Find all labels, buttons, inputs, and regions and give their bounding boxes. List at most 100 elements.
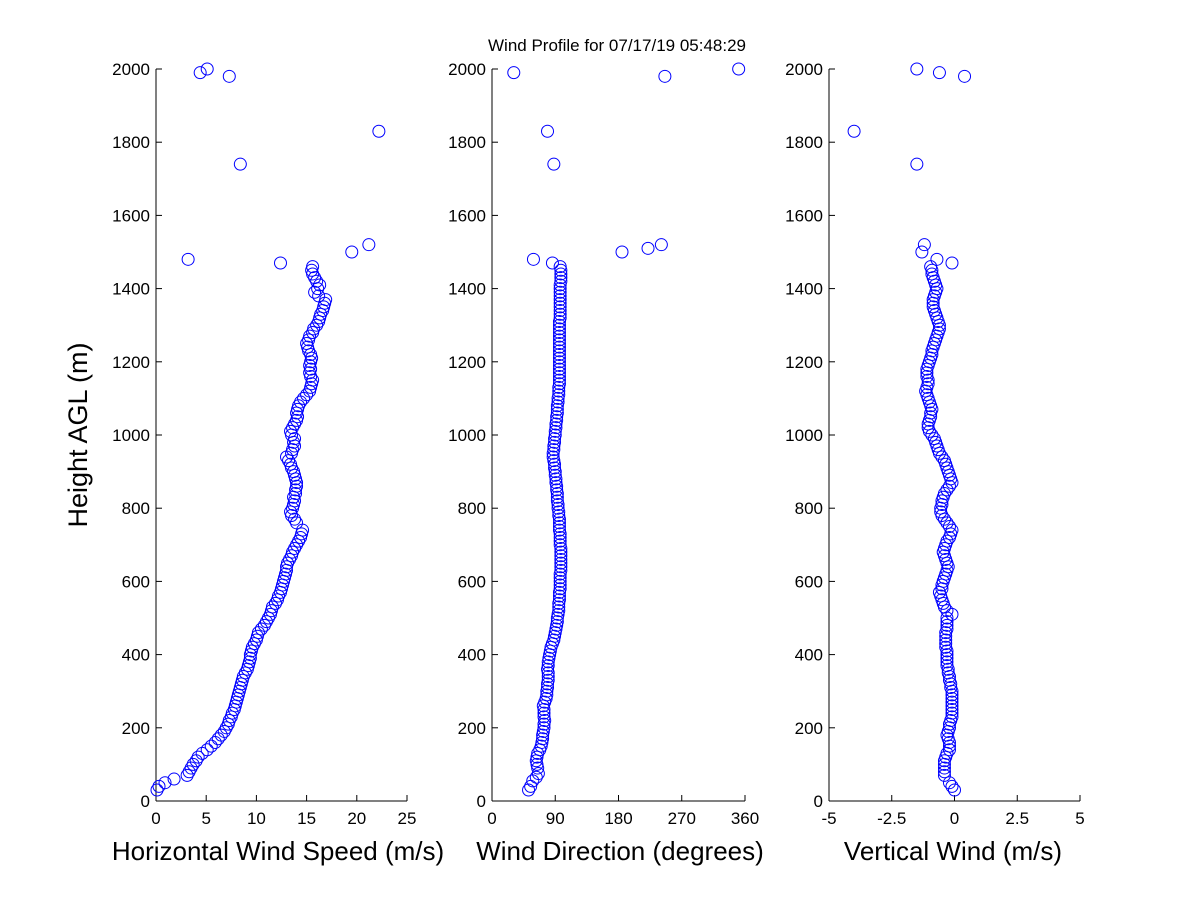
- speed-data-point: [306, 260, 320, 274]
- vertical-wind-data-point: [945, 703, 959, 716]
- vertical-wind-data-point: [944, 681, 958, 695]
- speed-data-point: [286, 421, 300, 435]
- speed-data-point: [290, 538, 304, 552]
- direction-data-point: [552, 362, 566, 376]
- direction-data-point: [548, 461, 562, 475]
- direction-data-point: [553, 311, 567, 325]
- direction-data-point: [552, 509, 566, 523]
- speed-data-point: [158, 776, 172, 790]
- direction-data-point: [550, 406, 564, 420]
- vertical-wind-y-tick-label: 1000: [785, 426, 823, 445]
- direction-data-point: [552, 340, 566, 354]
- speed-data-point: [259, 615, 273, 629]
- direction-y-tick-label: 1800: [448, 133, 486, 152]
- speed-x-tick-label: 15: [297, 809, 316, 828]
- speed-data-point: [303, 329, 317, 343]
- direction-data-point: [553, 293, 567, 307]
- speed-data-point: [288, 541, 302, 555]
- direction-data-point: [550, 490, 564, 504]
- speed-data-point: [245, 640, 259, 654]
- vertical-wind-data-point: [942, 776, 956, 790]
- direction-data-point: [522, 783, 536, 797]
- vertical-wind-data-point: [940, 655, 954, 669]
- speed-data-point: [222, 69, 236, 83]
- direction-x-tick-label: 180: [604, 809, 632, 828]
- speed-y-tick-label: 400: [122, 646, 150, 665]
- speed-x-axis-label: Horizontal Wind Speed (m/s): [112, 836, 444, 866]
- direction-data-point: [541, 670, 555, 684]
- direction-data-point: [553, 582, 567, 596]
- vertical-wind-data-point: [939, 633, 953, 647]
- speed-x-tick-label: 5: [201, 809, 210, 828]
- speed-data-point: [286, 443, 300, 457]
- direction-data-point: [654, 238, 668, 252]
- direction-y-tick-label: 1400: [448, 280, 486, 299]
- speed-data-point: [200, 743, 214, 757]
- speed-y-tick-label: 1800: [112, 133, 150, 152]
- direction-data-point: [552, 318, 566, 332]
- speed-data-point: [191, 750, 205, 764]
- direction-data-point: [553, 534, 567, 548]
- direction-data-point: [552, 388, 566, 402]
- speed-data-point: [362, 238, 376, 252]
- direction-data-point: [552, 523, 566, 537]
- vertical-wind-x-tick-label: -2.5: [877, 809, 906, 828]
- direction-y-tick-label: 400: [458, 646, 486, 665]
- speed-data-point: [300, 388, 314, 402]
- speed-data-point: [319, 293, 333, 307]
- direction-x-tick-label: 0: [487, 809, 496, 828]
- speed-data-point: [284, 424, 298, 438]
- direction-data-point: [551, 395, 565, 409]
- vertical-wind-x-axis-label: Vertical Wind (m/s): [844, 836, 1062, 866]
- direction-data-point: [552, 604, 566, 618]
- speed-data-point: [287, 465, 301, 479]
- direction-data-point: [552, 358, 566, 372]
- vertical-wind-panel: 0 200 400 600 800 1000 1200 1400 1600 1800 2000 -5 -…: [785, 60, 1085, 866]
- direction-data-point: [537, 706, 551, 720]
- speed-data-point: [265, 600, 279, 614]
- vertical-wind-data-point: [930, 252, 944, 266]
- vertical-wind-x-tick-label: 2.5: [1005, 809, 1029, 828]
- vertical-wind-data-point: [940, 648, 954, 662]
- speed-data-point: [150, 783, 164, 797]
- direction-data-point: [553, 307, 567, 321]
- speed-data-point: [268, 596, 282, 610]
- vertical-wind-data-point: [935, 450, 949, 464]
- direction-data-point: [553, 571, 567, 585]
- speed-data-point: [243, 651, 257, 665]
- vertical-wind-data-point: [945, 699, 959, 713]
- direction-data-point: [541, 681, 555, 695]
- speed-data-point: [286, 545, 300, 559]
- direction-data-point: [658, 69, 672, 83]
- direction-data-point: [552, 355, 566, 369]
- vertical-wind-y-tick-label: 800: [795, 499, 823, 518]
- speed-y-tick-label: 800: [122, 499, 150, 518]
- speed-data-point: [217, 724, 231, 738]
- vertical-wind-data-point: [948, 783, 961, 797]
- direction-data-point: [545, 256, 559, 270]
- vertical-wind-data-point: [940, 615, 954, 629]
- vertical-wind-data-point: [945, 523, 959, 537]
- direction-data-point: [615, 245, 629, 259]
- vertical-wind-y-tick-label: 1200: [785, 353, 823, 372]
- direction-data-point: [507, 66, 521, 80]
- direction-data-point: [537, 721, 551, 735]
- direction-data-point: [552, 329, 566, 343]
- speed-data-point: [307, 322, 321, 336]
- direction-data-point: [554, 556, 568, 570]
- vertical-wind-data-point: [945, 688, 959, 702]
- direction-data-point: [547, 157, 561, 171]
- speed-data-point: [181, 252, 195, 266]
- vertical-wind-x-tick-label: 0: [950, 809, 959, 828]
- direction-data-point: [552, 347, 566, 361]
- direction-data-point: [641, 241, 655, 255]
- speed-data-point: [312, 289, 326, 303]
- direction-data-point: [552, 326, 566, 340]
- direction-data-point: [552, 322, 566, 336]
- speed-data-point: [281, 556, 295, 570]
- vertical-wind-data-point: [940, 604, 954, 618]
- direction-data-point: [537, 710, 551, 724]
- vertical-wind-data-point: [945, 779, 959, 793]
- direction-data-point: [553, 304, 567, 318]
- direction-data-point: [552, 369, 566, 383]
